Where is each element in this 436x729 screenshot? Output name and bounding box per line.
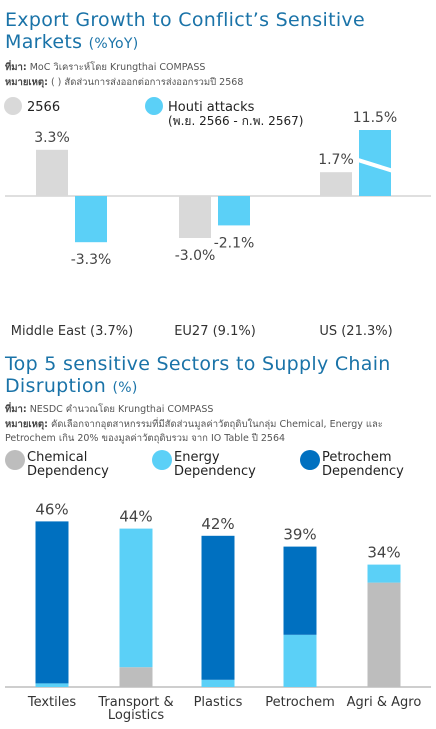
stack-2-3 (283, 546, 317, 635)
data-label-1-1: -2.1% (214, 235, 255, 251)
legend-sublabel-1: (พ.ย. 2566 - ก.พ. 2567) (168, 114, 303, 128)
legend-label-0: 2566 (27, 100, 60, 115)
chart1-source: ที่มา: MoC วิเคราะห์โดย Krungthai COMPAS… (5, 61, 205, 74)
legend2-swatch-2 (300, 450, 320, 470)
chart2-title: Top 5 sensitive Sectors to Supply Chain … (5, 353, 436, 399)
category2-label-2-0: Plastics (194, 695, 243, 710)
chart2-note-label: หมายเหตุ: (5, 419, 48, 430)
legend-swatch-0 (4, 97, 22, 115)
chart1-note: หมายเหตุ: ( ) สัดส่วนการส่งออกต่อการส่งอ… (5, 76, 243, 89)
total-label-3: 39% (283, 526, 316, 544)
category-label-1: EU27 (9.1%) (174, 324, 256, 339)
stack-0-1 (119, 667, 153, 687)
legend2-label-0: Chemical (27, 450, 87, 465)
chart2-title-text: Top 5 sensitive Sectors to Supply Chain … (5, 353, 391, 397)
bar-0-1 (179, 196, 211, 238)
chart2-note-line2: Petrochem เกิน 20% ของมูลค่าวัตถุดิบรวม … (5, 433, 286, 444)
bar-0-2 (320, 172, 352, 196)
legend2-swatch-1 (152, 450, 172, 470)
chart1-note-label: หมายเหตุ: (5, 77, 48, 88)
data-label-0-2: 1.7% (318, 152, 354, 168)
stack-0-4 (367, 582, 401, 687)
legend-swatch-1 (145, 97, 163, 115)
total-label-2: 42% (201, 515, 234, 533)
legend2-sublabel-1: Dependency (174, 464, 256, 479)
category2-label-1-0: Transport & (97, 695, 173, 710)
stack-2-0 (35, 521, 69, 684)
stack-1-3 (283, 634, 317, 687)
chart1-source-label: ที่มา: (5, 62, 27, 73)
legend2-sublabel-2: Dependency (322, 464, 404, 479)
bar-1-1 (218, 196, 250, 226)
bar-0-0 (36, 149, 68, 196)
chart2-note-cont: Petrochem เกิน 20% ของมูลค่าวัตถุดิบรวม … (5, 432, 285, 445)
data-label-1-0: -3.3% (71, 252, 112, 268)
stack-1-2 (201, 679, 235, 687)
data-label-0-0: 3.3% (34, 130, 70, 146)
chart2-note-line1: คัดเลือกจากอุตสาหกรรมที่มีสัดส่วนมูลค่าว… (50, 419, 383, 430)
bar-1-0 (75, 196, 107, 243)
chart1-plot: 2566 Houti attacks(พ.ย. 2566 - ก.พ. 2567)… (4, 97, 431, 339)
total-label-4: 34% (367, 544, 400, 562)
total-label-1: 44% (119, 508, 152, 526)
legend2-label-1: Energy (174, 450, 220, 465)
data-label-1-2: 11.5% (353, 110, 397, 126)
chart2-source-text: NESDC คำนวณโดย Krungthai COMPASS (29, 404, 214, 415)
category-label-2: US (21.3%) (319, 324, 392, 339)
chart1-title: Export Growth to Conflict’s Sensitive Ma… (5, 9, 436, 55)
chart2-source-label: ที่มา: (5, 404, 27, 415)
stack-2-2 (201, 535, 235, 680)
legend2-sublabel-0: Dependency (27, 464, 109, 479)
legend2-swatch-0 (5, 450, 25, 470)
chart1-title-text: Export Growth to Conflict’s Sensitive Ma… (5, 9, 365, 53)
legend2-label-2: Petrochem (322, 450, 392, 465)
category2-label-4-0: Agri & Agro (347, 695, 422, 710)
category2-label-3-0: Petrochem (265, 695, 335, 710)
stack-1-1 (119, 528, 153, 668)
chart1-title-unit: (%YoY) (88, 36, 139, 52)
chart2-title-unit: (%) (112, 380, 138, 396)
stack-1-4 (367, 564, 401, 583)
chart1-note-text: ( ) สัดส่วนการส่งออกต่อการส่งออกรวมปี 25… (50, 77, 244, 88)
stack-1-0 (35, 683, 69, 687)
category-label-0: Middle East (3.7%) (11, 324, 133, 339)
total-label-0: 46% (35, 500, 68, 518)
axis-break-mark (356, 157, 394, 173)
category2-label-1-1: Logistics (108, 708, 164, 723)
category2-label-0-0: Textiles (27, 695, 77, 710)
data-label-0-1: -3.0% (175, 248, 216, 264)
chart2-source: ที่มา: NESDC คำนวณโดย Krungthai COMPASS (5, 403, 213, 416)
chart2-note: หมายเหตุ: คัดเลือกจากอุตสาหกรรมที่มีสัดส… (5, 418, 383, 431)
legend-label-1: Houti attacks (168, 100, 255, 115)
chart1-source-text: MoC วิเคราะห์โดย Krungthai COMPASS (29, 62, 206, 73)
